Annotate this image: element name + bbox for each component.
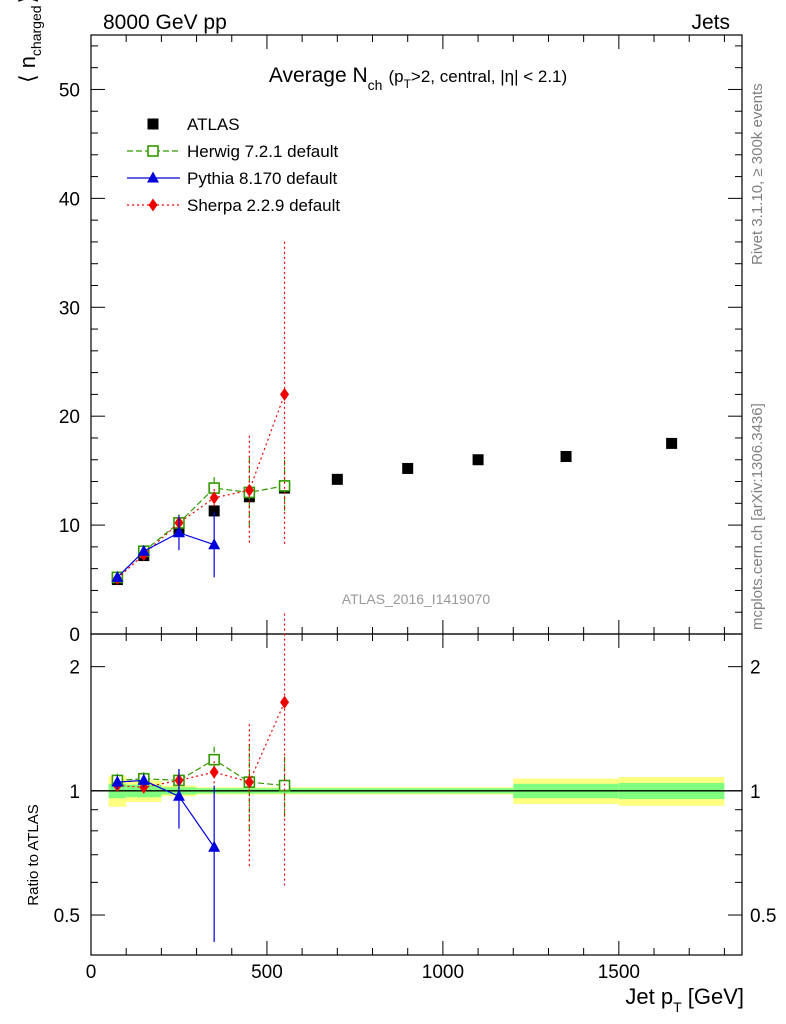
legend-herwig-marker [147, 145, 159, 157]
title-main: Average N [269, 64, 368, 87]
ratio-panel: Ratio to ATLAS Jet pT [GeV] 0 500 1000 1500… [25, 613, 776, 1015]
ratio-y-tick-label-right: 1 [750, 782, 761, 803]
main-atlas-point [666, 437, 678, 449]
y-tick-label: 10 [59, 516, 80, 537]
xlabel-unit: [GeV] [682, 984, 744, 1009]
y-tick-label: 30 [59, 298, 80, 319]
x-tick-label: 1000 [422, 962, 464, 983]
main-pythia-line [116, 532, 215, 578]
ratio-herwig-point [208, 753, 220, 766]
legend-sherpa-label: Sherpa 2.2.9 default [187, 196, 340, 215]
main-herwig-line [116, 485, 285, 578]
title-subscript: ch [368, 77, 383, 93]
ratio-pythia-point [111, 775, 124, 787]
rivet-label: Rivet 3.1.10, ≥ 300k events [749, 83, 766, 265]
watermark: ATLAS_2016_I1419070 [342, 591, 491, 607]
ratio-pythia-line [117, 779, 215, 848]
main-atlas-point [331, 473, 343, 485]
title-rest-b: >2, central, |η| < 2.1) [411, 67, 567, 86]
main-y-axis-label: ⟨ ncharged ⟩ [15, 0, 44, 83]
ratio-pythia-point [137, 773, 150, 785]
title-rest-sub: T [404, 77, 412, 91]
y-tick-label: 0 [69, 625, 80, 646]
ratio-y-tick-label: 1 [69, 782, 80, 803]
header-right: Jets [691, 11, 730, 34]
ratio-sherpa-point [244, 775, 254, 789]
ratio-sherpa-line [117, 701, 286, 788]
legend-atlas-label: ATLAS [187, 115, 240, 134]
main-atlas-point [208, 505, 220, 517]
xlabel-subscript: T [673, 999, 682, 1015]
ratio-pythia-point [208, 840, 221, 852]
x-tick-label: 500 [251, 962, 283, 983]
legend-atlas-marker [147, 118, 159, 130]
y-tick-label: 50 [59, 80, 80, 101]
ratio-sherpa-point [209, 765, 219, 779]
ratio-y-tick-label-right: 0.5 [750, 906, 776, 927]
legend-pythia-label: Pythia 8.170 default [187, 169, 338, 188]
main-pythia-point [208, 538, 221, 550]
main-pythia-point [172, 526, 185, 538]
main-herwig-point [278, 480, 291, 492]
ylabel-bracket-left: ⟨ n [15, 56, 40, 83]
main-panel: ATLAS_2016_I1419070 Average Nch (pT>2, ce… [59, 34, 743, 646]
ratio-y-tick-label: 2 [69, 658, 80, 679]
ratio-y-tick-label: 0.5 [54, 906, 80, 927]
x-tick-label: 0 [86, 962, 97, 983]
svg-text:⟨ ncharged⟩: ⟨ ncharged ⟩ [15, 0, 44, 83]
ratio-y-axis-label: Ratio to ATLAS [25, 804, 42, 905]
mcplots-label: mcplots.cern.ch [arXiv:1306.3436] [749, 403, 766, 630]
main-sherpa-point [280, 387, 290, 401]
main-sherpa-point [244, 483, 254, 497]
x-tick-label: 1500 [598, 962, 640, 983]
main-atlas-point [560, 450, 572, 462]
ylabel-subscript: charged [28, 5, 44, 56]
y-tick-label: 40 [59, 189, 80, 210]
title-rest-a: (p [388, 67, 403, 86]
chart-title: Average Nch (pT>2, central, |η| < 2.1) [269, 64, 567, 93]
ratio-plot-frame [90, 633, 743, 956]
ylabel-bracket-right: ⟩ [15, 0, 40, 3]
main-pythia-point [137, 544, 150, 556]
legend-pythia-marker [147, 171, 159, 183]
main-sherpa-point [209, 491, 219, 505]
main-atlas-point [402, 462, 414, 474]
legend: ATLAS Herwig 7.2.1 default Pythia 8.170 de… [127, 115, 340, 215]
header-left: 8000 GeV pp [103, 11, 227, 34]
y-tick-label: 20 [59, 407, 80, 428]
legend-sherpa-marker [148, 198, 158, 212]
ratio-pythia-point [172, 789, 185, 801]
xlabel-main: Jet p [625, 984, 673, 1009]
ratio-y-tick-label-right: 2 [750, 658, 761, 679]
main-atlas-point [472, 454, 484, 466]
x-axis-label: Jet pT [GeV] [625, 984, 744, 1015]
legend-herwig-label: Herwig 7.2.1 default [187, 142, 338, 161]
ratio-sherpa-point [280, 695, 290, 709]
main-pythia-point [111, 570, 124, 582]
